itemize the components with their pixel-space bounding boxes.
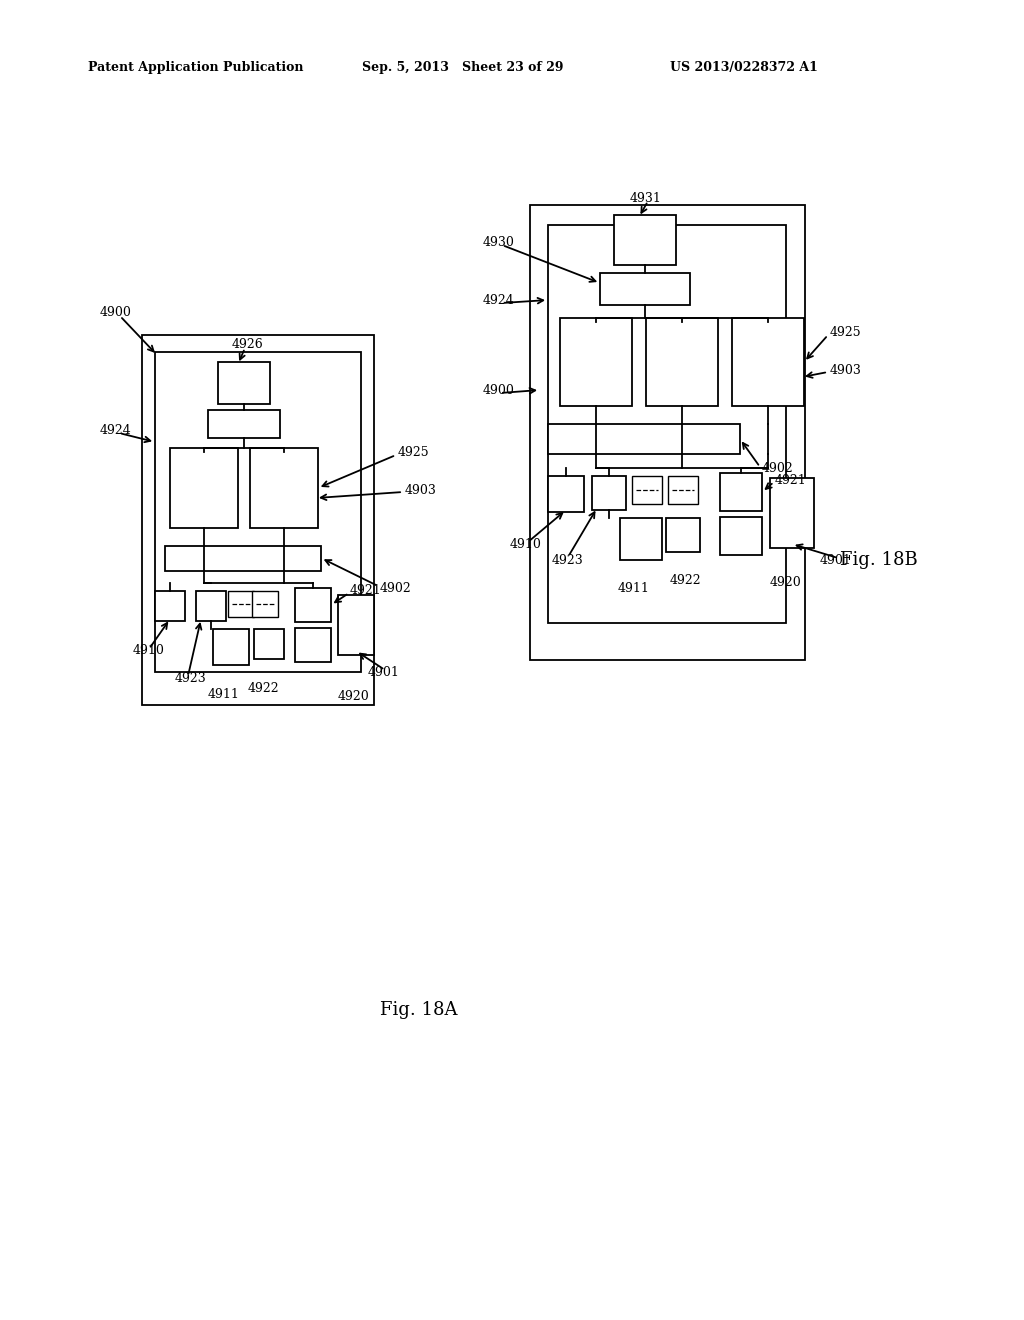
Bar — [548, 224, 786, 623]
Bar — [165, 546, 321, 572]
Text: 4922: 4922 — [670, 573, 701, 586]
Bar — [668, 477, 698, 504]
Bar — [548, 477, 584, 512]
Bar — [218, 362, 270, 404]
Text: 4920: 4920 — [338, 690, 370, 704]
Bar — [720, 517, 762, 554]
Bar — [228, 591, 254, 616]
Bar — [250, 447, 318, 528]
Bar — [155, 352, 361, 672]
Bar — [592, 477, 626, 510]
Text: 4901: 4901 — [820, 553, 852, 566]
Text: 4924: 4924 — [483, 293, 515, 306]
Text: 4923: 4923 — [175, 672, 207, 685]
Text: Fig. 18A: Fig. 18A — [380, 1001, 458, 1019]
Bar — [560, 318, 632, 407]
Text: 4925: 4925 — [830, 326, 861, 338]
Text: 4900: 4900 — [483, 384, 515, 396]
Text: 4903: 4903 — [830, 363, 862, 376]
Text: 4902: 4902 — [762, 462, 794, 475]
Bar — [632, 477, 662, 504]
Bar — [196, 591, 226, 620]
Bar — [254, 630, 284, 659]
Bar — [646, 318, 718, 407]
Text: 4910: 4910 — [510, 537, 542, 550]
Text: 4921: 4921 — [775, 474, 807, 487]
Bar — [620, 517, 662, 560]
Text: 4901: 4901 — [368, 665, 400, 678]
Bar — [600, 273, 690, 305]
Text: US 2013/0228372 A1: US 2013/0228372 A1 — [670, 62, 818, 74]
Bar — [614, 215, 676, 265]
Bar — [208, 411, 280, 438]
Bar — [666, 517, 700, 552]
Text: 4923: 4923 — [552, 553, 584, 566]
Text: 4924: 4924 — [100, 424, 132, 437]
Text: 4925: 4925 — [398, 446, 430, 458]
Bar — [530, 205, 805, 660]
Bar — [155, 591, 185, 620]
Text: 4930: 4930 — [483, 235, 515, 248]
Bar — [142, 335, 374, 705]
Text: 4902: 4902 — [380, 582, 412, 594]
Text: 4903: 4903 — [406, 483, 437, 496]
Bar — [720, 473, 762, 511]
Text: 4911: 4911 — [618, 582, 650, 594]
Text: 4911: 4911 — [208, 689, 240, 701]
Bar — [295, 587, 331, 622]
Bar — [770, 478, 814, 548]
Bar — [338, 595, 374, 655]
Text: 4900: 4900 — [100, 306, 132, 319]
Text: 4931: 4931 — [630, 191, 662, 205]
Bar — [548, 424, 740, 454]
Bar — [252, 591, 278, 616]
Text: 4921: 4921 — [350, 583, 382, 597]
Text: 4922: 4922 — [248, 682, 280, 696]
Bar — [213, 630, 249, 665]
Text: 4910: 4910 — [133, 644, 165, 657]
Text: Patent Application Publication: Patent Application Publication — [88, 62, 303, 74]
Text: Fig. 18B: Fig. 18B — [840, 550, 918, 569]
Bar — [170, 447, 238, 528]
Bar — [295, 628, 331, 663]
Bar — [732, 318, 804, 407]
Text: 4926: 4926 — [232, 338, 264, 351]
Text: Sep. 5, 2013   Sheet 23 of 29: Sep. 5, 2013 Sheet 23 of 29 — [362, 62, 563, 74]
Text: 4920: 4920 — [770, 577, 802, 590]
